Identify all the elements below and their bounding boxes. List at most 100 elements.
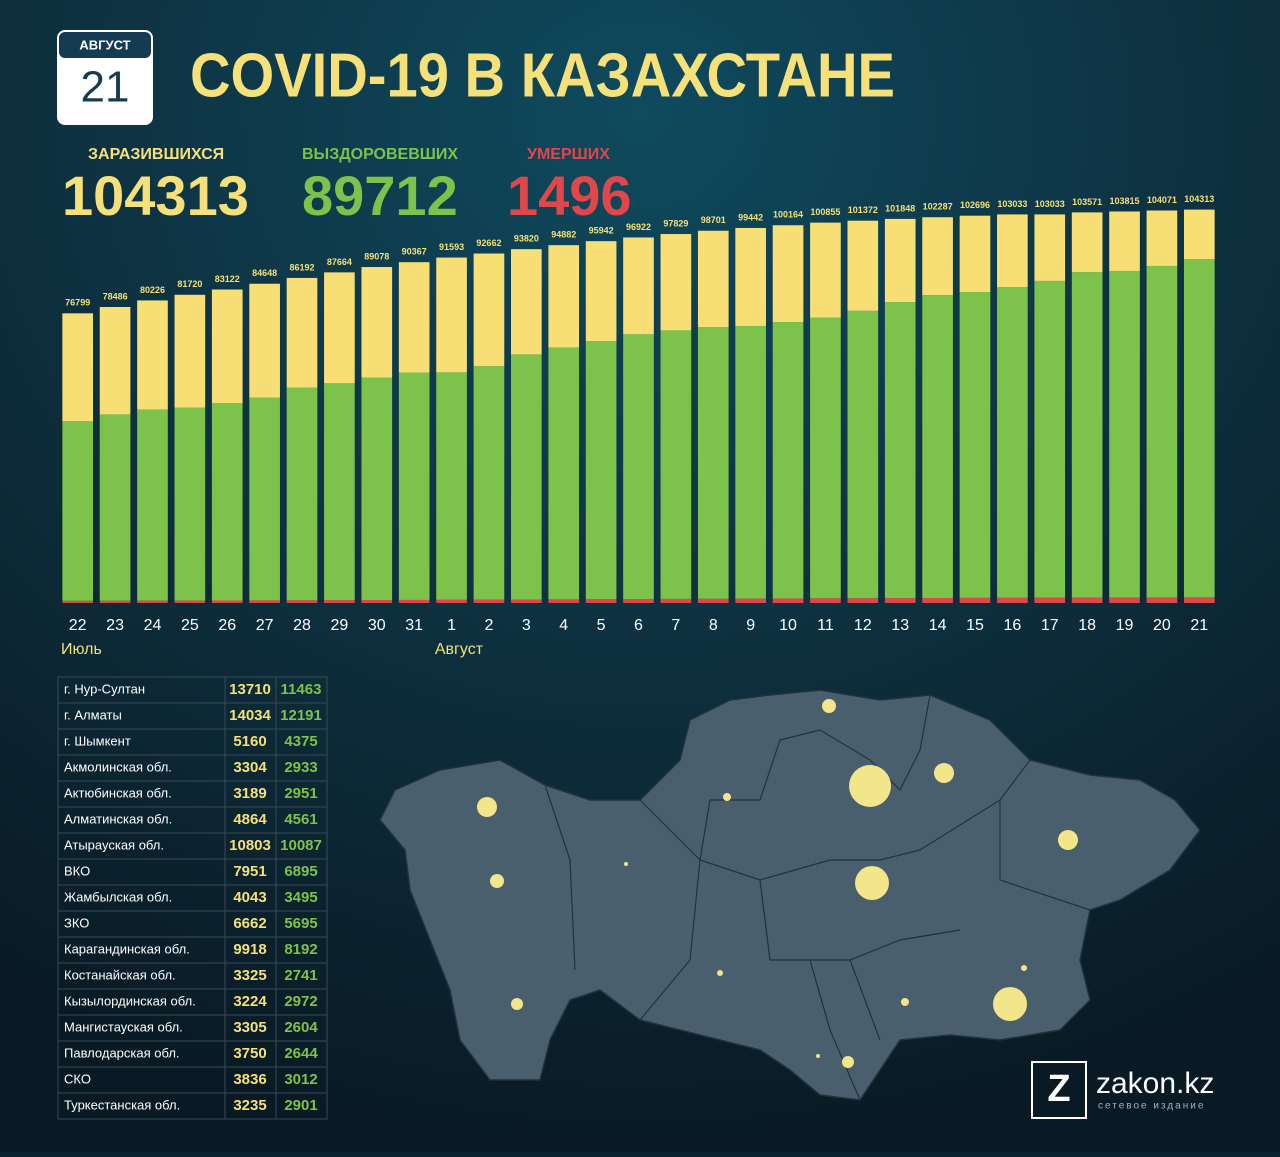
bar-segment [286,600,318,603]
total-label: 103571 [1072,197,1102,207]
recovered-count: 2741 [284,967,317,984]
bar-segment [324,600,355,603]
bar-segment [398,372,430,600]
map-bubble [822,699,836,713]
infected-count: 6662 [233,915,266,932]
total-label: 92662 [476,238,501,248]
recovered-count: 10087 [280,837,322,854]
bar-segment [922,217,953,296]
bar-segment [211,600,243,603]
total-label: 91593 [439,242,464,252]
recovered-count: 2604 [284,1019,318,1036]
x-tick-label: 6 [634,617,643,634]
map-bubble [934,763,954,783]
region-name: Актюбинская обл. [64,785,172,800]
stat-value: 1496 [507,164,632,227]
total-label: 89078 [364,251,389,261]
bar-segment [623,599,654,603]
map-bubble [1021,965,1027,971]
x-tick-label: 30 [368,617,386,634]
x-tick-label: 19 [1116,617,1134,634]
x-tick-label: 13 [891,617,909,634]
bar-segment [585,599,617,603]
month-label: Август [435,641,484,658]
bar-segment [1109,211,1140,271]
bar-segment [847,310,879,599]
bar-segment [548,599,580,603]
infected-count: 3750 [233,1045,266,1062]
map-bubble [477,797,497,817]
bar-segment [361,377,393,601]
map-bubble [717,970,723,976]
region-name: Мангистауская обл. [64,1019,183,1034]
total-label: 99442 [738,212,763,222]
bar-segment [436,257,467,373]
total-label: 95942 [589,226,614,236]
total-label: 90367 [402,247,427,257]
map-bubble [849,765,891,807]
recovered-count: 2951 [284,785,317,802]
total-label: 81720 [177,279,202,289]
x-tick-label: 28 [293,617,311,634]
x-tick-label: 16 [1003,617,1021,634]
bar-segment [211,289,243,404]
bar-segment [735,227,766,326]
bar-segment [847,220,879,311]
bar-segment [623,237,654,335]
recovered-count: 3012 [284,1071,317,1088]
bar-segment [324,272,355,384]
infected-count: 3224 [233,993,267,1010]
bar-segment [810,222,841,318]
recovered-count: 11463 [281,681,322,698]
bar-segment [1183,209,1215,260]
bar-segment [361,600,393,603]
bar-segment [137,409,168,601]
logo-mark: Z [1047,1068,1070,1110]
bar-segment [810,598,841,603]
bar-segment [697,327,729,599]
total-label: 94882 [551,230,576,240]
region-name: Павлодарская обл. [64,1045,180,1060]
bar-segment [548,347,580,600]
x-tick-label: 3 [522,617,531,634]
title: COVID-19 В КАЗАХСТАНЕ [190,41,895,110]
bar-segment [735,325,766,599]
bar-segment [1071,212,1103,273]
total-label: 101372 [848,205,878,215]
infected-count: 7951 [233,863,266,880]
x-tick-label: 31 [405,617,423,634]
x-tick-label: 15 [966,617,984,634]
bar-segment [286,277,318,388]
region-name: г. Нур-Султан [64,681,145,696]
recovered-count: 2644 [284,1045,318,1062]
infected-count: 3304 [233,759,267,776]
map [379,689,1201,1101]
total-label: 103033 [1035,199,1065,209]
recovered-count: 12191 [280,707,322,724]
bar-segment [1183,597,1215,603]
x-tick-label: 27 [256,617,274,634]
stat-label: УМЕРШИХ [527,146,610,163]
total-label: 86192 [290,262,315,272]
bar-segment [286,387,318,601]
map-bubble [1058,830,1078,850]
region-name: Туркестанская обл. [64,1097,180,1112]
recovered-count: 8192 [284,941,317,958]
bar-segment [249,600,280,603]
total-label: 104313 [1184,194,1214,204]
bar-segment [174,600,206,603]
bar-segment [810,317,841,599]
bar-segment [735,598,766,603]
bar-segment [884,218,916,303]
map-bubble [842,1056,854,1068]
bar-segment [1034,597,1066,603]
bar-segment [997,597,1028,603]
stat-value: 89712 [302,164,458,227]
bar-segment [1071,272,1103,598]
x-tick-label: 1 [447,617,456,634]
bar-segment [585,241,617,342]
bar-segment [697,598,729,603]
map-borders [544,694,1091,1101]
